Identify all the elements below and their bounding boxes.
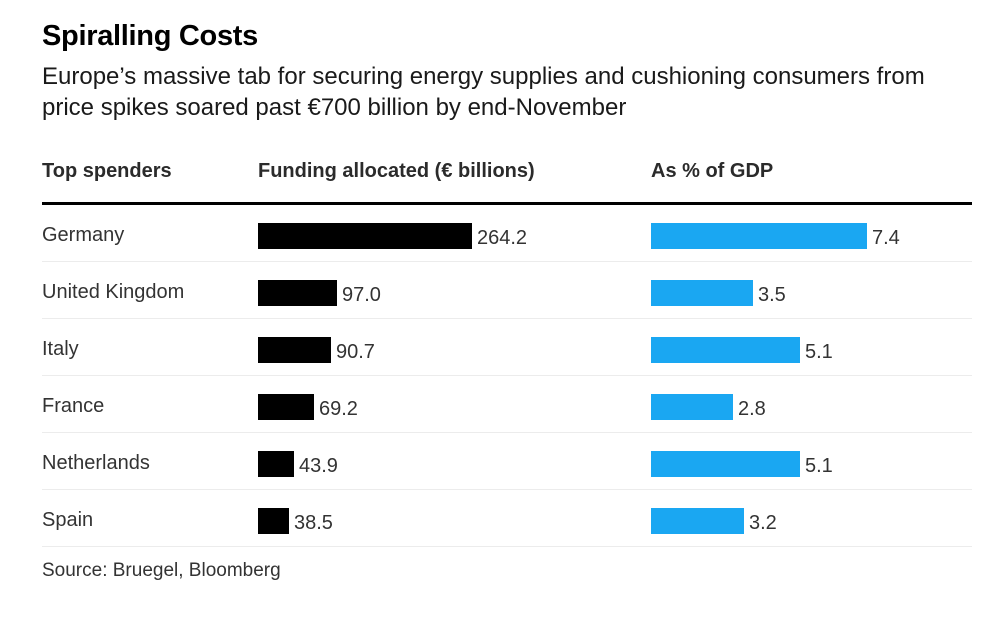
table-row: Spain 38.5 3.2 (42, 490, 972, 547)
table-row: Germany 264.2 7.4 (42, 205, 972, 262)
funding-bar (258, 223, 472, 249)
funding-bar (258, 337, 331, 363)
funding-bar (258, 280, 337, 306)
funding-bar (258, 451, 294, 477)
country-label: France (42, 395, 105, 417)
chart-title: Spiralling Costs (42, 20, 258, 52)
funding-value-label: 69.2 (319, 398, 358, 420)
funding-value-label: 90.7 (336, 341, 375, 363)
header-rule (42, 202, 972, 205)
gdp-bar (651, 223, 867, 249)
gdp-bar (651, 280, 753, 306)
table-row: France 69.2 2.8 (42, 376, 972, 433)
funding-bar (258, 394, 314, 420)
header-top-spenders: Top spenders (42, 160, 172, 182)
chart-subtitle: Europe’s massive tab for securing energy… (42, 63, 925, 121)
table-row: Italy 90.7 5.1 (42, 319, 972, 376)
table-row: United Kingdom 97.0 3.5 (42, 262, 972, 319)
gdp-value-label: 5.1 (805, 455, 833, 477)
row-divider (42, 318, 972, 319)
funding-value-label: 38.5 (294, 512, 333, 534)
gdp-value-label: 3.5 (758, 284, 786, 306)
row-divider (42, 261, 972, 262)
funding-value-label: 97.0 (342, 284, 381, 306)
gdp-value-label: 3.2 (749, 512, 777, 534)
gdp-value-label: 7.4 (872, 227, 900, 249)
country-label: Germany (42, 224, 125, 246)
country-label: Spain (42, 509, 94, 531)
country-label: Italy (42, 338, 79, 360)
header-gdp-share: As % of GDP (651, 160, 774, 182)
gdp-value-label: 2.8 (738, 398, 766, 420)
row-divider (42, 489, 972, 490)
row-divider (42, 375, 972, 376)
gdp-bar (651, 451, 800, 477)
table-row: Netherlands 43.9 5.1 (42, 433, 972, 490)
gdp-value-label: 5.1 (805, 341, 833, 363)
source-note: Source: Bruegel, Bloomberg (42, 560, 281, 581)
row-divider (42, 432, 972, 433)
funding-value-label: 43.9 (299, 455, 338, 477)
country-label: United Kingdom (42, 281, 185, 303)
funding-bar (258, 508, 289, 534)
gdp-bar (651, 508, 744, 534)
country-label: Netherlands (42, 452, 150, 474)
gdp-bar (651, 394, 733, 420)
header-funding-allocated: Funding allocated (€ billions) (258, 160, 535, 182)
gdp-bar (651, 337, 800, 363)
row-divider (42, 546, 972, 547)
funding-value-label: 264.2 (477, 227, 528, 249)
